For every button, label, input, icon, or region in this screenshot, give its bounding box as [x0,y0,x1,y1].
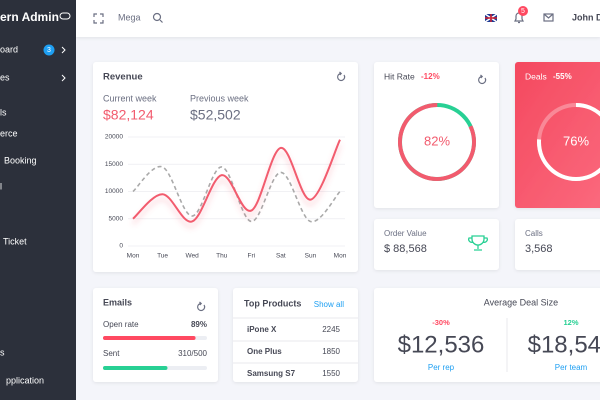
topbar: Mega 5 John D [76,0,600,37]
x-tick-label: Fri [247,253,255,260]
nav-item[interactable]: l [0,181,2,191]
y-tick-label: 5000 [109,215,124,222]
card-title: Order Value [384,229,427,238]
ring-value: 76% [563,133,589,148]
nav-item[interactable]: es [0,72,10,82]
x-tick-label: Thu [216,253,228,260]
previous-week-value: $52,502 [190,107,241,123]
stat-label: Per team [555,363,588,372]
stat-label: Per rep [428,363,455,372]
ring-arc [537,103,600,181]
user-name[interactable]: John D [572,12,600,22]
stat-value: $ 88,568 [384,243,427,255]
refresh-icon[interactable] [337,71,346,82]
sent-label: Sent [103,349,120,358]
card-title: Average Deal Size [484,297,558,307]
change: 12% [563,318,578,327]
change: -30% [432,318,450,327]
current-week-value: $82,124 [103,107,154,123]
y-tick-label: 20000 [105,134,123,141]
stat-value: 3,568 [525,243,553,255]
hit-rate-card: Hit Rate -12% 82% [374,62,499,208]
card-title: Emails [103,297,132,307]
progress-bar [103,336,196,340]
chevron [61,74,66,82]
x-tick-label: Sun [305,253,317,260]
y-tick-label: 0 [119,243,123,250]
x-tick-label: Mon [334,253,347,260]
nav-item[interactable]: s [0,347,5,357]
show-all-link[interactable]: Show all [314,300,344,309]
x-tick-label: Tue [157,253,168,260]
change: -55% [553,72,572,81]
product-count: 1850 [322,347,340,356]
avg-deal-card: Average Deal Size -30% $12,536 Per rep 1… [374,288,600,382]
x-tick-label: Mon [127,253,140,260]
fullscreen-icon[interactable] [93,13,104,24]
y-tick-label: 15000 [105,161,123,168]
mega-menu[interactable]: Mega [118,12,141,22]
product-count: 2245 [322,325,340,334]
order-value-card: Order Value $ 88,568 [374,219,499,270]
emails-card: Emails Open rate 89% Sent 310/500 [93,288,218,382]
x-tick-label: Sat [276,253,286,260]
nav-badge: 3 [47,47,51,54]
open-rate-value: 89% [191,320,207,329]
calls-card: Calls 3,568 [515,219,600,270]
progress-bar [103,366,168,370]
top-products-card: Top Products Show all iPone X 2245 One P… [233,288,358,382]
nav-item[interactable]: Booking [4,155,37,165]
refresh-icon[interactable] [478,74,487,85]
notification-badge: 5 [521,8,525,15]
mail-icon[interactable] [543,13,554,22]
sent-value: 310/500 [178,349,207,358]
refresh-icon[interactable] [197,301,206,312]
product-name: Samsung S7 [247,369,296,378]
card-title: Calls [525,229,543,238]
nav-item[interactable]: Ticket [3,236,27,246]
stat-value: $12,536 [398,331,485,358]
card-title: Hit Rate [384,71,415,81]
open-rate-label: Open rate [103,320,139,329]
nav-item[interactable]: oard [0,44,18,54]
x-tick-label: Wed [186,253,200,260]
nav-header: ls [0,107,7,117]
sidebar: ern Admin oard 3 es ls erce Booking l Ti… [0,0,76,400]
card-title: Revenue [103,72,143,83]
product-name: One Plus [247,347,282,356]
deals-card: Deals -55% 76% [515,62,600,208]
ring-arc [398,103,476,181]
y-tick-label: 10000 [105,188,123,195]
card-title: Top Products [244,298,301,308]
toggle-icon[interactable] [59,12,71,20]
series-line [132,139,341,223]
ring-value: 82% [424,133,450,148]
brand: ern Admin [0,10,59,24]
product-name: iPone X [247,325,277,334]
chevron [61,46,66,54]
nav-item[interactable]: erce [0,128,18,138]
product-count: 1550 [322,369,340,378]
nav-item[interactable]: pplication [6,375,44,385]
previous-week-label: Previous week [190,93,249,103]
card-title: Deals [525,71,547,81]
change: -12% [421,72,440,81]
trophy-icon [468,235,488,251]
stat-value: $18,548 [528,331,600,358]
current-week-label: Current week [103,93,157,103]
revenue-card: Revenue Current week $82,124 Previous we… [93,62,358,272]
flag[interactable] [484,13,498,23]
search-icon[interactable] [152,12,162,22]
